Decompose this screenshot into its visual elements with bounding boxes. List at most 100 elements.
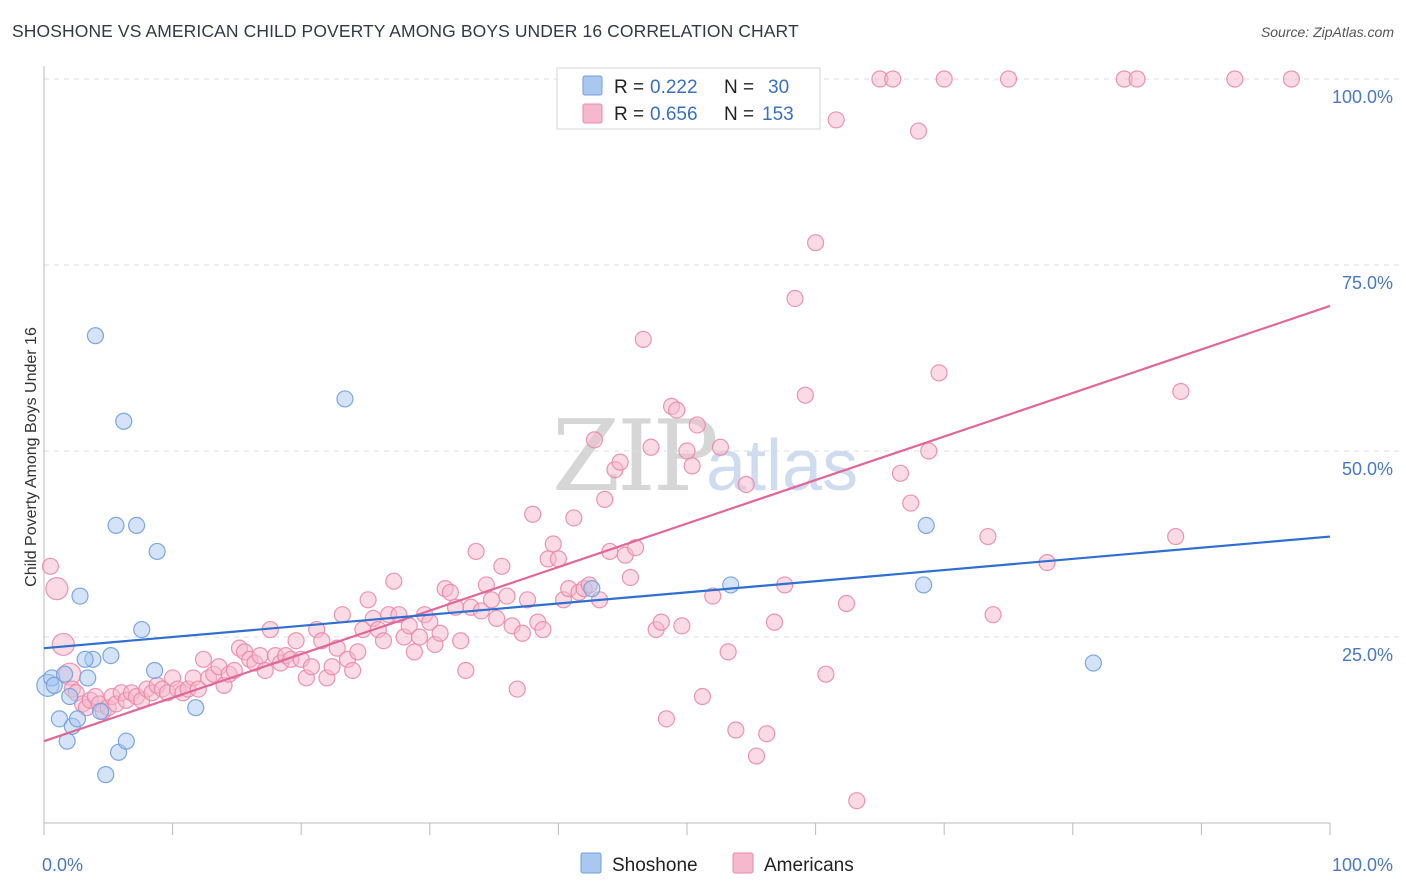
legend-n-value-americans: 153 xyxy=(762,104,794,125)
americans-point xyxy=(51,632,75,657)
shoshone-point xyxy=(915,576,933,594)
americans-point xyxy=(621,568,640,587)
americans-point xyxy=(256,661,274,680)
americans-point xyxy=(41,557,60,575)
americans-point xyxy=(251,646,269,665)
americans-point xyxy=(817,665,835,683)
americans-point xyxy=(488,609,506,628)
americans-point xyxy=(1226,70,1244,88)
x-tick-labels: 0.0% 100.0% xyxy=(42,855,1393,875)
americans-point xyxy=(1282,70,1301,88)
americans-point xyxy=(349,643,367,661)
shoshone-point xyxy=(148,542,166,561)
legend-swatch-shoshone xyxy=(582,75,603,96)
americans-point xyxy=(719,643,737,661)
americans-point xyxy=(596,490,614,508)
shoshone-point xyxy=(79,669,97,687)
americans-point xyxy=(1167,527,1185,546)
shoshone-point xyxy=(86,327,105,345)
americans-point xyxy=(678,442,696,460)
watermark: ZIP atlas xyxy=(552,400,858,514)
americans-point xyxy=(657,710,676,728)
series-legend-label-shoshone: Shoshone xyxy=(612,855,698,876)
legend-swatch-americans xyxy=(582,103,603,124)
grid-lines xyxy=(44,78,1400,638)
americans-point xyxy=(467,542,485,561)
americans-point xyxy=(482,591,501,609)
americans-point xyxy=(359,591,377,609)
americans-point xyxy=(1172,382,1190,401)
americans-point xyxy=(827,111,845,129)
legend-r-value-americans: 0.656 xyxy=(650,104,698,125)
shoshone-point xyxy=(917,516,935,535)
americans-point xyxy=(786,289,804,308)
shoshone-point xyxy=(583,580,601,598)
americans-point xyxy=(683,457,701,475)
americans-point xyxy=(758,725,776,743)
x-tick-label: 0.0% xyxy=(42,855,83,875)
y-tick-label: 75.0% xyxy=(1342,273,1393,293)
legend-n-label: N = xyxy=(724,104,754,125)
americans-point xyxy=(344,661,362,680)
y-tick-label: 50.0% xyxy=(1342,459,1393,479)
legend-n-value-shoshone: 30 xyxy=(768,77,789,98)
americans-point xyxy=(585,431,604,449)
americans-point xyxy=(385,572,403,590)
americans-point xyxy=(194,650,213,668)
chart-title: SHOSHONE VS AMERICAN CHILD POVERTY AMONG… xyxy=(12,21,799,41)
americans-point xyxy=(796,386,814,404)
shoshone-point xyxy=(55,665,74,683)
americans-point xyxy=(302,658,321,676)
americans-point xyxy=(410,628,429,646)
shoshone-point xyxy=(45,676,63,694)
americans-point xyxy=(688,416,706,434)
shoshone-point xyxy=(187,699,205,717)
shoshone-point xyxy=(76,650,94,668)
americans-point xyxy=(652,613,670,631)
americans-point xyxy=(544,535,562,553)
americans-point xyxy=(704,587,722,605)
americans-point xyxy=(884,70,902,88)
americans-point xyxy=(431,624,449,642)
americans-point xyxy=(920,442,938,460)
americans-point xyxy=(984,606,1002,624)
shoshone-point xyxy=(61,687,79,706)
series-legend-swatch-americans xyxy=(732,852,754,874)
legend-r-label: R = xyxy=(614,104,644,125)
watermark-atlas: atlas xyxy=(706,426,858,506)
americans-point xyxy=(642,438,660,456)
shoshone-point xyxy=(71,587,89,605)
source-credit: Source: ZipAtlas.com xyxy=(1260,24,1394,40)
americans-point xyxy=(765,613,784,631)
americans-point xyxy=(333,606,351,624)
americans-point xyxy=(837,594,856,613)
series-legend-swatch-shoshone xyxy=(580,852,602,874)
shoshone-point xyxy=(107,516,125,535)
americans-point xyxy=(999,70,1018,88)
americans-point xyxy=(891,464,910,482)
americans-point xyxy=(626,539,645,557)
americans-point xyxy=(737,475,755,494)
americans-point xyxy=(806,234,825,252)
americans-point xyxy=(452,632,470,650)
americans-point xyxy=(534,620,552,639)
x-tick-label: 100.0% xyxy=(1332,855,1393,875)
americans-point xyxy=(441,583,459,601)
americans-point xyxy=(508,680,526,698)
shoshone-point xyxy=(68,710,87,728)
shoshone-point xyxy=(50,710,69,728)
americans-point xyxy=(287,632,305,650)
shoshone-point xyxy=(722,576,740,594)
americans-point xyxy=(405,643,423,661)
y-axis-title: Child Poverty Among Boys Under 16 xyxy=(23,327,40,587)
series-americans xyxy=(41,70,1301,810)
americans-point xyxy=(848,792,866,810)
americans-point xyxy=(634,330,652,348)
americans-point xyxy=(323,658,341,676)
americans-point xyxy=(727,721,745,739)
americans-point xyxy=(909,122,928,140)
shoshone-point xyxy=(127,516,146,535)
americans-point xyxy=(524,505,542,523)
americans-point xyxy=(930,364,948,382)
